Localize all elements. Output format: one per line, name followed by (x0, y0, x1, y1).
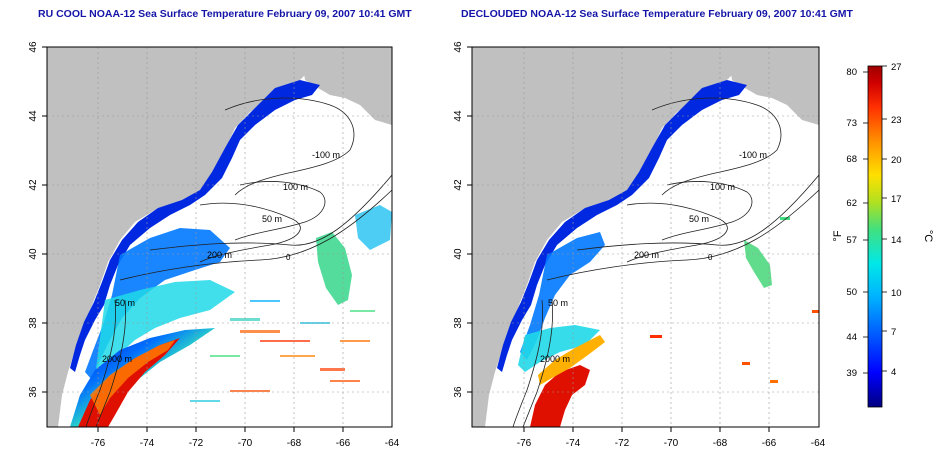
lon-tick-label: -76 (517, 438, 532, 449)
lon-tick-label: -74 (140, 438, 155, 449)
colorbar-f-ticks: 80 73 68 62 57 50 44 39 (846, 67, 857, 379)
f-tick-label: 39 (846, 368, 857, 379)
left-sst-offshore-patch-2 (355, 205, 392, 250)
left-sst-midshelf (96, 280, 235, 375)
f-tick-label: 62 (846, 198, 857, 209)
colorbar: 80 73 68 62 57 50 44 39 27 23 20 17 14 1… (832, 62, 934, 408)
left-lon-axis: -76 -74 -72 -70 -68 -66 -64 (91, 427, 400, 449)
right-map-title: DECLOUDED NOAA-12 Sea Surface Temperatur… (461, 8, 853, 20)
lon-tick-label: -64 (385, 438, 400, 449)
lon-tick-label: -66 (336, 438, 351, 449)
right-sst-offshore-patch (744, 240, 772, 288)
lat-tick-label: 38 (28, 317, 39, 329)
left-isobath-label: 50 m (115, 298, 135, 308)
right-isobath-label: 0 (708, 253, 713, 262)
c-tick-label: 10 (891, 288, 902, 299)
left-sst-speckle (190, 300, 375, 402)
f-tick-label: 44 (846, 332, 857, 343)
c-tick-label: 23 (891, 115, 902, 126)
left-isobath-label: 0 (286, 253, 291, 262)
lon-tick-label: -74 (566, 438, 581, 449)
right-map-frame (471, 46, 820, 428)
lon-tick-label: -72 (615, 438, 630, 449)
lon-tick-label: -70 (664, 438, 679, 449)
left-map-panel: -100 m 100 m 50 m 200 m 0 50 m 2000 m (47, 47, 392, 427)
c-tick-label: 20 (891, 155, 902, 166)
right-isobath-label: 50 m (548, 298, 568, 308)
lon-tick-label: -64 (811, 438, 826, 449)
lon-tick-label: -68 (287, 438, 302, 449)
left-lat-axis: 46 44 42 40 38 36 (28, 41, 47, 398)
left-land (47, 47, 392, 427)
colorbar-gradient (867, 65, 883, 408)
f-tick-label: 80 (846, 67, 857, 78)
right-isobath-label: 200 m (634, 250, 659, 260)
lon-tick-label: -68 (713, 438, 728, 449)
right-sst-warm (530, 365, 590, 427)
lat-tick-label: 42 (453, 179, 464, 191)
left-sst-warm-edge (90, 340, 175, 415)
lat-tick-label: 36 (28, 386, 39, 398)
c-tick-label: 14 (891, 235, 902, 246)
right-sst-warm-edge (538, 335, 605, 385)
lat-tick-label: 46 (28, 41, 39, 53)
left-isobath-label: 200 m (207, 250, 232, 260)
left-sst-offshore-patch (316, 232, 352, 305)
lat-tick-label: 40 (28, 248, 39, 260)
lat-tick-label: 46 (453, 41, 464, 53)
colorbar-c-label: °C (922, 230, 934, 242)
colorbar-f-label: °F (832, 230, 844, 241)
right-sst-midshelf (518, 325, 600, 372)
left-isobath-label: 50 m (262, 214, 282, 224)
right-isobath-label: 50 m (689, 214, 709, 224)
lat-tick-label: 36 (453, 386, 464, 398)
left-map-title: RU COOL NOAA-12 Sea Surface Temperature … (38, 8, 412, 20)
lon-tick-label: -76 (91, 438, 106, 449)
right-lon-axis: -76 -74 -72 -70 -68 -66 -64 (517, 427, 826, 449)
right-lat-axis: 46 44 42 40 38 36 (453, 41, 472, 398)
left-isobath-label: 2000 m (102, 354, 132, 364)
colorbar-c-ticks: 27 23 20 17 14 10 7 4 (891, 62, 902, 378)
right-sst-shelf (520, 232, 605, 360)
lat-tick-label: 38 (453, 317, 464, 329)
right-map-panel: -100 m 100 m 50 m 200 m 0 50 m 2000 m (472, 47, 819, 427)
lat-tick-label: 44 (453, 110, 464, 122)
lon-tick-label: -66 (762, 438, 777, 449)
right-sst-speckle (650, 217, 819, 383)
c-tick-label: 27 (891, 62, 902, 73)
f-tick-label: 68 (846, 154, 857, 165)
lon-tick-label: -70 (238, 438, 253, 449)
left-graticule (47, 47, 392, 427)
right-land-maritimes (727, 47, 819, 125)
f-tick-label: 73 (846, 118, 857, 129)
left-land-maritimes (300, 47, 392, 125)
right-land (472, 47, 819, 427)
c-tick-label: 7 (891, 327, 896, 338)
c-tick-label: 17 (891, 194, 902, 205)
right-isobath-label: 2000 m (540, 354, 570, 364)
c-tick-label: 4 (891, 367, 896, 378)
right-isobath-label: 100 m (710, 182, 735, 192)
colorbar-f-tickmarks (863, 65, 887, 374)
f-tick-label: 50 (846, 287, 857, 298)
f-tick-label: 57 (846, 235, 857, 246)
right-isobath-label: -100 m (739, 150, 767, 160)
lat-tick-label: 40 (453, 248, 464, 260)
lat-tick-label: 44 (28, 110, 39, 122)
lat-tick-label: 42 (28, 179, 39, 191)
right-graticule (472, 47, 819, 427)
lon-tick-label: -72 (189, 438, 204, 449)
left-isobath-label: 100 m (283, 182, 308, 192)
left-isobath-label: -100 m (312, 150, 340, 160)
left-isobaths (85, 97, 392, 427)
left-map-frame (46, 46, 393, 428)
